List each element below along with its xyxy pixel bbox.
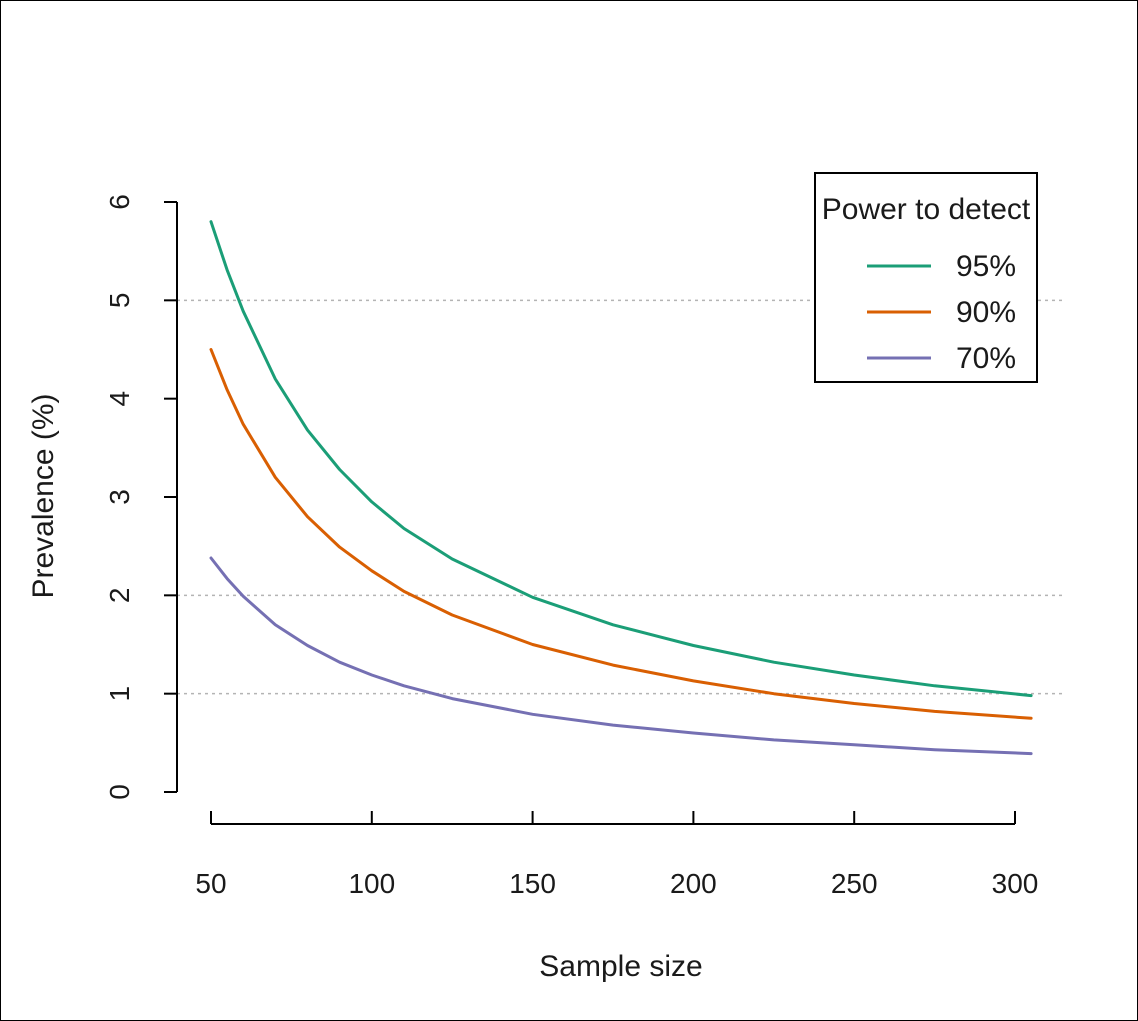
x-tick-label-100: 100 xyxy=(348,868,395,899)
series-line-1 xyxy=(209,220,1033,698)
series-lines xyxy=(209,220,1033,756)
y-tick-label-6: 6 xyxy=(104,194,135,210)
y-tick-label-5: 5 xyxy=(104,293,135,309)
x-axis-title: Sample size xyxy=(539,950,702,983)
axes: Sample size Prevalence (%) 0 1 2 3 4 5 6 50 100 1… xyxy=(27,194,1038,983)
legend: Power to detect 95% 90% 70% xyxy=(814,172,1038,383)
x-tick-label-250: 250 xyxy=(831,868,878,899)
x-tick-label-150: 150 xyxy=(509,868,556,899)
legend-box xyxy=(814,172,1038,383)
y-axis-title: Prevalence (%) xyxy=(27,393,60,598)
x-tick-label-300: 300 xyxy=(992,868,1039,899)
legend-label-3: 70% xyxy=(956,342,1016,375)
legend-label-2: 90% xyxy=(956,296,1016,329)
legend-title: Power to detect xyxy=(822,193,1031,226)
y-tick-label-0: 0 xyxy=(104,784,135,800)
y-tick-label-2: 2 xyxy=(104,588,135,604)
series-line-3 xyxy=(209,556,1033,756)
gridlines xyxy=(177,299,1063,695)
y-tick-label-4: 4 xyxy=(104,391,135,407)
series-line-2 xyxy=(209,348,1033,720)
legend-label-1: 95% xyxy=(956,250,1016,283)
x-tick-label-200: 200 xyxy=(670,868,717,899)
y-tick-label-1: 1 xyxy=(104,686,135,702)
x-tick-label-50: 50 xyxy=(195,868,226,899)
y-tick-label-3: 3 xyxy=(104,489,135,505)
